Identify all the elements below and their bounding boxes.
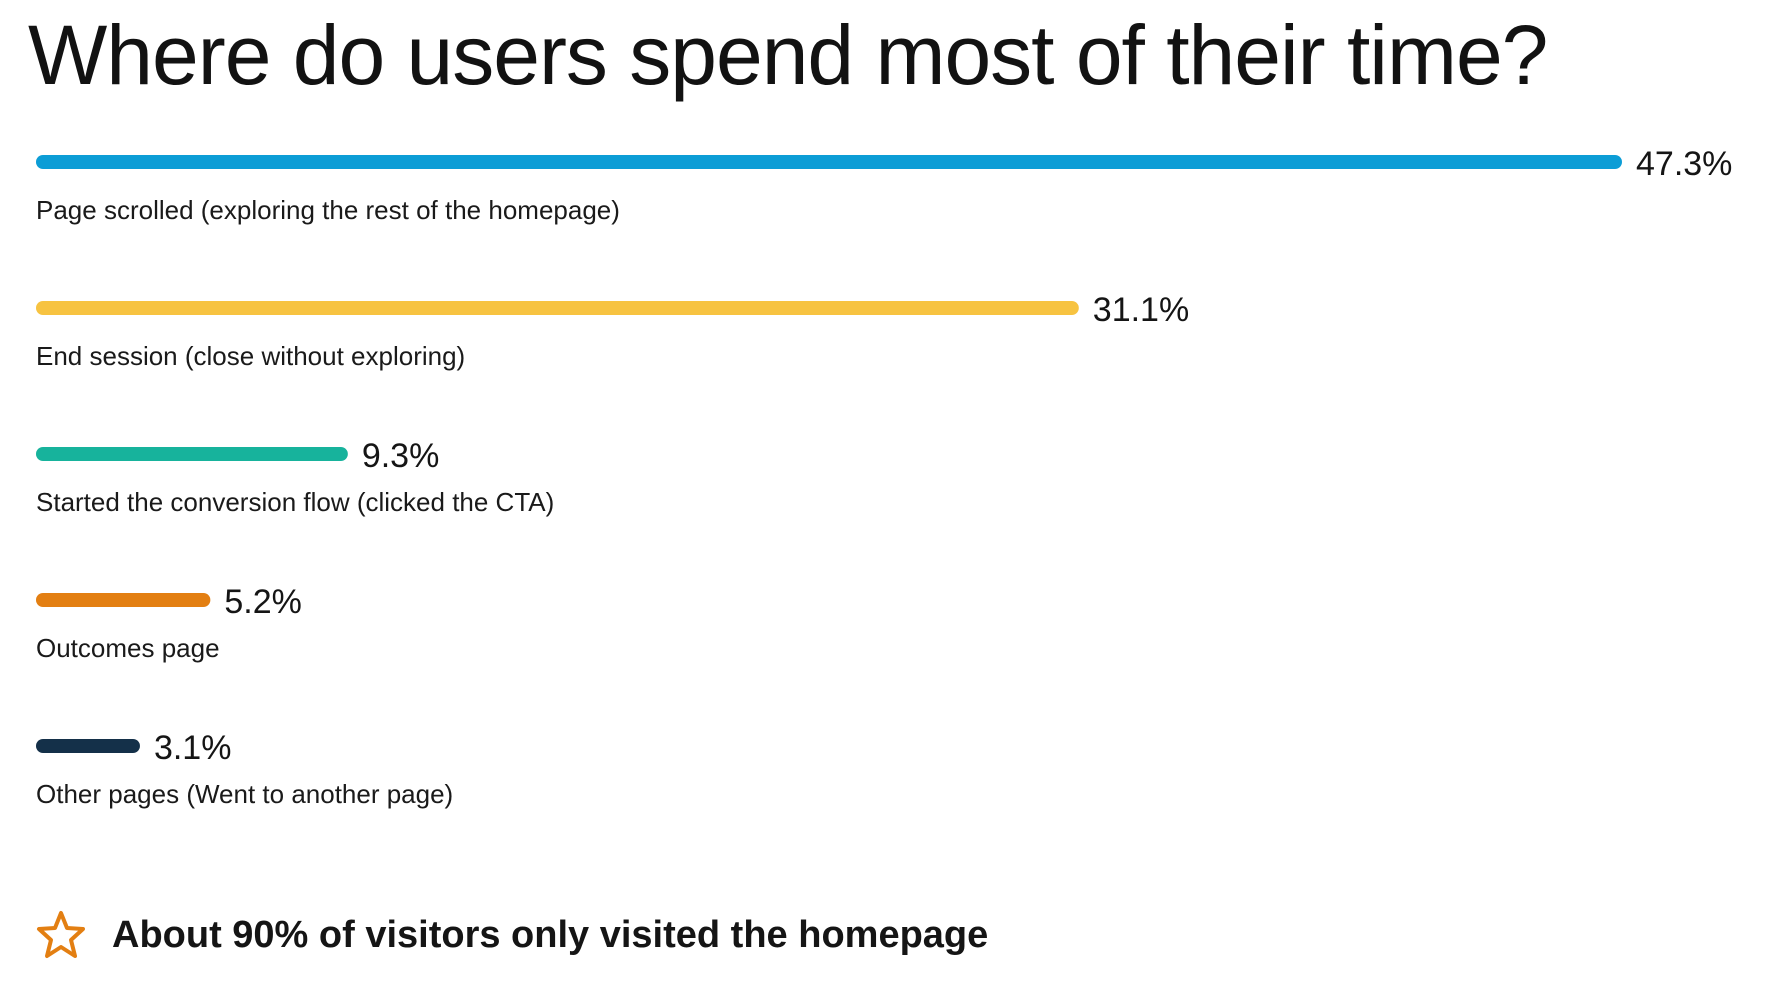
bar-3 <box>36 447 348 461</box>
bar-2 <box>36 301 1079 315</box>
bar-4 <box>36 593 211 607</box>
bar-value-label: 9.3% <box>362 437 440 475</box>
takeaway-text: About 90% of visitors only visited the h… <box>112 913 989 956</box>
takeaway-callout: About 90% of visitors only visited the h… <box>36 905 988 965</box>
bar-value-label: 5.2% <box>224 583 302 621</box>
bar-1 <box>36 155 1622 169</box>
bar-category-label: Other pages (Went to another page) <box>36 779 453 809</box>
bar-category-label: End session (close without exploring) <box>36 341 465 371</box>
bar-category-label: Outcomes page <box>36 633 220 663</box>
horizontal-bar-chart: 47.3% Page scrolled (exploring the rest o… <box>36 145 1732 809</box>
bar-value-label: 47.3% <box>1636 145 1732 183</box>
bar-category-label: Page scrolled (exploring the rest of the… <box>36 195 620 225</box>
bar-category-label: Started the conversion flow (clicked the… <box>36 487 554 517</box>
bar-value-label: 31.1% <box>1093 291 1189 329</box>
star-icon <box>37 911 85 958</box>
bar-5 <box>36 739 140 753</box>
bar-value-label: 3.1% <box>154 729 232 767</box>
chart-title: Where do users spend most of their time? <box>28 8 1548 102</box>
